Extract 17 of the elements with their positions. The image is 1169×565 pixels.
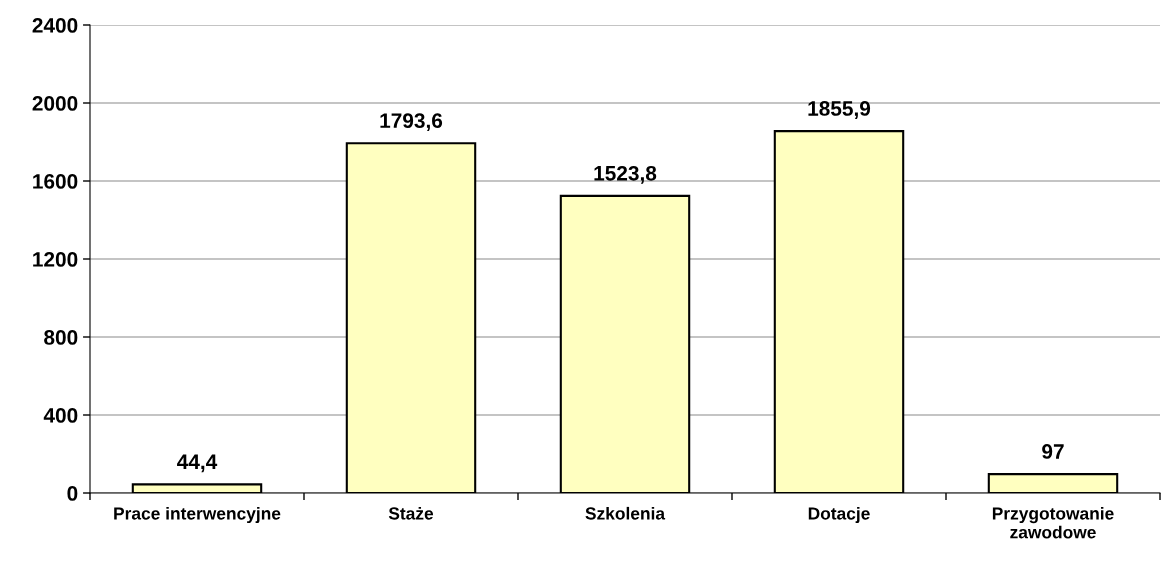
data-label: 1855,9 [808, 101, 871, 119]
y-tick-label: 1600 [33, 174, 78, 189]
data-label: 1793,6 [380, 113, 443, 132]
x-tick-label: Przygotowanie zawodowe [992, 506, 1114, 539]
x-tick-label: Szkolenia [585, 506, 666, 520]
x-tick-label: Prace interwencyjne [114, 506, 281, 524]
x-tick-label: Staże [388, 506, 434, 520]
data-label: 1523,8 [594, 165, 657, 184]
y-tick-label: 800 [44, 330, 78, 345]
y-tick-label: 2400 [32, 18, 78, 33]
data-label: 44,4 [177, 454, 218, 473]
data-label: 97 [1042, 444, 1064, 459]
y-tick-label: 2000 [32, 96, 78, 111]
y-tick-label: 0 [67, 486, 78, 501]
y-tick-label: 400 [43, 408, 78, 423]
x-tick-label: Dotacje [808, 506, 870, 524]
y-tick-label: 1200 [33, 252, 78, 267]
